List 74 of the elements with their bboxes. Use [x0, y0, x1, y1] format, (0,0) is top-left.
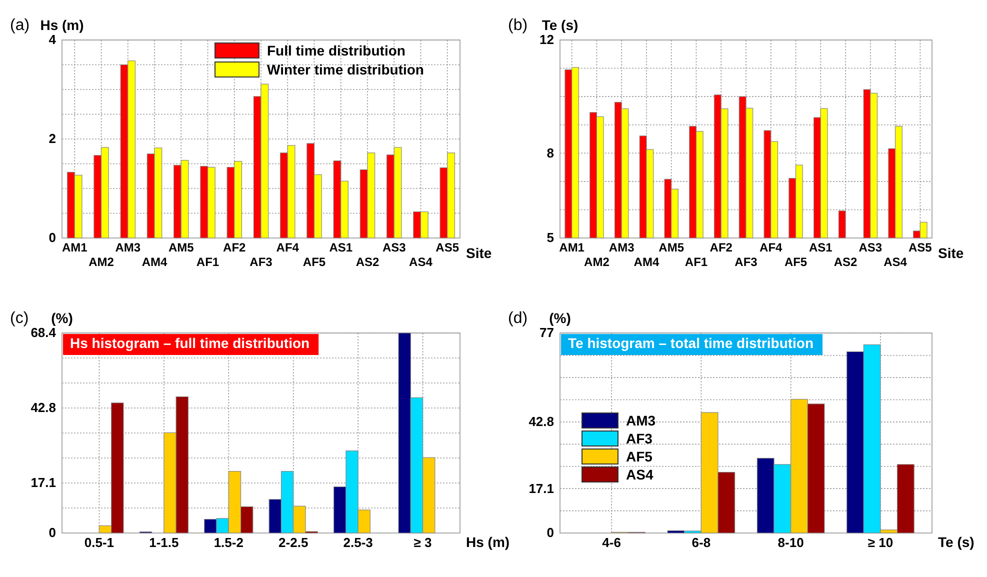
x-tick-label: AS1: [808, 240, 833, 255]
text: (d): [508, 310, 528, 327]
x-tick-label: AS5: [436, 240, 460, 255]
x-tick-label: 8-10: [778, 535, 804, 550]
y-tick-label: 0: [48, 525, 56, 540]
legend-label: AS4: [626, 466, 654, 482]
x-tick-label: AF3: [250, 254, 273, 269]
x-tick-label: ≥ 3: [414, 535, 432, 550]
y-tick-label: 5: [546, 230, 554, 246]
legend-label: Winter time distribution: [267, 62, 424, 78]
y-tick-label: 17.1: [30, 475, 56, 490]
x-tick-label: AM2: [584, 254, 610, 269]
x-tick-label: AM1: [62, 240, 88, 255]
text: (a): [10, 17, 30, 34]
x-tick-label: 2-2.5: [278, 535, 308, 550]
x-tick-label: AS3: [858, 240, 882, 255]
x-tick-label: AM1: [559, 240, 585, 255]
x-tick-label: AF4: [276, 240, 300, 255]
y-axis-title: Te (s): [542, 17, 578, 33]
x-tick-label: 1-1.5: [149, 535, 179, 550]
x-tick-label: AM3: [115, 240, 141, 255]
y-tick-label: 42.8: [30, 400, 56, 416]
text: (b): [508, 17, 528, 34]
y-axis-title: (%): [549, 310, 571, 326]
x-axis-title: Hs (m): [466, 534, 510, 550]
y-tick-label: 2: [48, 131, 56, 146]
x-tick-label: ≥ 10: [868, 535, 894, 550]
x-tick-label: AF5: [784, 254, 808, 269]
x-tick-label: AM4: [634, 254, 660, 269]
x-tick-label: AM5: [658, 240, 684, 255]
chart-title: Hs histogram – full time distribution: [70, 335, 310, 351]
x-tick-label: AF2: [710, 240, 733, 255]
x-tick-label: AM5: [168, 240, 194, 255]
y-tick-label: 0: [48, 230, 56, 246]
legend-label: AF5: [626, 448, 653, 464]
legend-label: AM3: [626, 412, 656, 428]
y-tick-label: 77: [540, 325, 554, 340]
x-tick-label: AF4: [760, 240, 783, 255]
y-axis-title: Hs (m): [40, 17, 84, 33]
x-tick-label: 6-8: [692, 535, 711, 550]
x-tick-label: 4-6: [602, 535, 621, 550]
x-tick-label: AS4: [409, 254, 433, 269]
x-tick-label: AF5: [302, 254, 326, 269]
chart-title: Te histogram – total time distribution: [568, 335, 814, 351]
x-tick-label: AF1: [684, 254, 708, 269]
x-tick-label: AS1: [329, 240, 353, 255]
x-tick-label: AS2: [834, 254, 858, 269]
y-tick-label: 4: [48, 32, 57, 48]
y-tick-label: 0: [546, 525, 554, 540]
x-tick-label: 1.5-2: [214, 535, 244, 550]
y-tick-label: 42.8: [528, 414, 554, 430]
y-tick-label: 68.4: [30, 325, 57, 340]
x-tick-label: 2.5-3: [343, 535, 373, 550]
y-axis-title: (%): [51, 310, 73, 326]
x-tick-label: AS4: [884, 254, 908, 269]
x-tick-label: AF2: [223, 240, 246, 255]
x-axis-title: Site: [938, 245, 964, 261]
x-tick-label: AM4: [142, 254, 168, 269]
y-tick-label: 8: [546, 145, 554, 160]
x-tick-label: AF1: [196, 254, 220, 269]
x-tick-label: 0.5-1: [84, 535, 114, 550]
y-tick-label: 17.1: [528, 480, 554, 496]
x-axis-title: Te (s): [938, 534, 974, 550]
x-tick-label: AM2: [88, 254, 114, 269]
legend-label: Full time distribution: [267, 42, 406, 58]
x-axis-title: Site: [466, 245, 492, 261]
x-tick-label: AS2: [356, 254, 380, 269]
y-tick-label: 12: [540, 32, 554, 48]
x-tick-label: AS5: [908, 240, 932, 255]
x-tick-label: AF3: [734, 254, 758, 269]
legend-label: AF3: [626, 430, 653, 446]
x-tick-label: AM3: [608, 240, 635, 255]
text: (c): [10, 310, 29, 327]
x-tick-label: AS3: [382, 240, 406, 255]
